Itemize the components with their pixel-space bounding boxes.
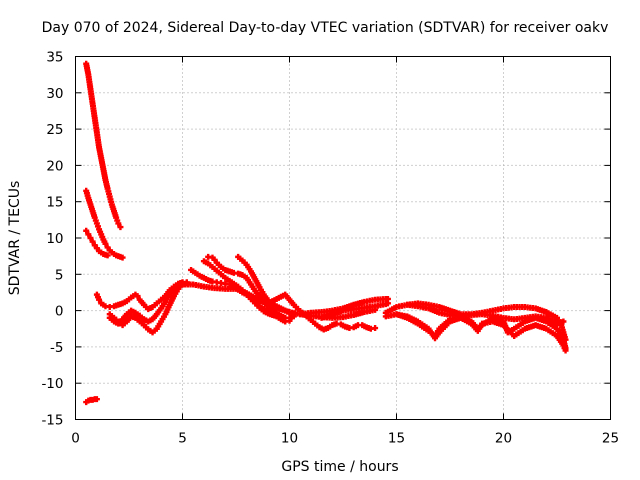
data-layer xyxy=(83,60,569,406)
y-tick-label: 30 xyxy=(46,86,63,102)
data-point xyxy=(562,347,569,354)
y-tick-label: 25 xyxy=(46,122,63,138)
series-track-l xyxy=(235,253,297,317)
y-axis-label: SDTVAR / TECUs xyxy=(7,181,23,296)
data-point xyxy=(119,254,126,261)
data-point xyxy=(96,296,103,303)
y-tick-label: -5 xyxy=(50,340,63,356)
series-track-d xyxy=(83,396,100,406)
series-track-o xyxy=(318,300,391,321)
x-tick-label: 20 xyxy=(495,431,512,447)
data-point xyxy=(134,293,141,300)
y-tick-label: 0 xyxy=(55,304,64,320)
y-tick-label: 5 xyxy=(55,267,64,283)
y-tick-label: 15 xyxy=(46,195,63,211)
data-point xyxy=(89,238,96,245)
series-track-b xyxy=(83,187,126,261)
series-track-m xyxy=(265,291,379,333)
y-tick-label: -10 xyxy=(41,376,63,392)
data-point xyxy=(85,231,92,238)
data-point xyxy=(372,325,379,332)
series-track-g xyxy=(106,280,186,327)
x-tick-label: 25 xyxy=(602,431,619,447)
data-point xyxy=(102,240,109,247)
chart-title: Day 070 of 2024, Sidereal Day-to-day VTE… xyxy=(42,20,609,36)
x-tick-label: 5 xyxy=(178,431,187,447)
data-point xyxy=(560,318,567,325)
series-track-s xyxy=(404,301,567,327)
data-point xyxy=(282,314,289,321)
x-tick-label: 15 xyxy=(388,431,405,447)
y-tick-label: 20 xyxy=(46,158,63,174)
y-tick-label: 35 xyxy=(46,50,63,66)
data-point xyxy=(384,300,391,307)
data-point xyxy=(93,396,100,403)
series-track-f xyxy=(106,280,190,336)
x-axis-label: GPS time / hours xyxy=(281,459,398,475)
x-tick-label: 10 xyxy=(281,431,298,447)
y-tick-label: 10 xyxy=(46,231,63,247)
data-point xyxy=(87,235,94,241)
tick-layer: 0 5 10 15 20 25 -15 -10 -5 0 5 10 15 20 25 30 35 xyxy=(41,50,619,447)
series-track-c xyxy=(83,227,111,259)
data-point xyxy=(115,220,122,227)
data-point xyxy=(286,317,293,324)
data-point xyxy=(290,310,297,317)
y-tick-label: -15 xyxy=(41,413,63,429)
grid-layer xyxy=(75,56,611,420)
x-tick-label: 0 xyxy=(71,431,80,447)
series-track-a xyxy=(83,60,124,231)
data-point xyxy=(104,252,111,259)
data-point xyxy=(83,227,90,234)
data-point xyxy=(117,224,124,231)
